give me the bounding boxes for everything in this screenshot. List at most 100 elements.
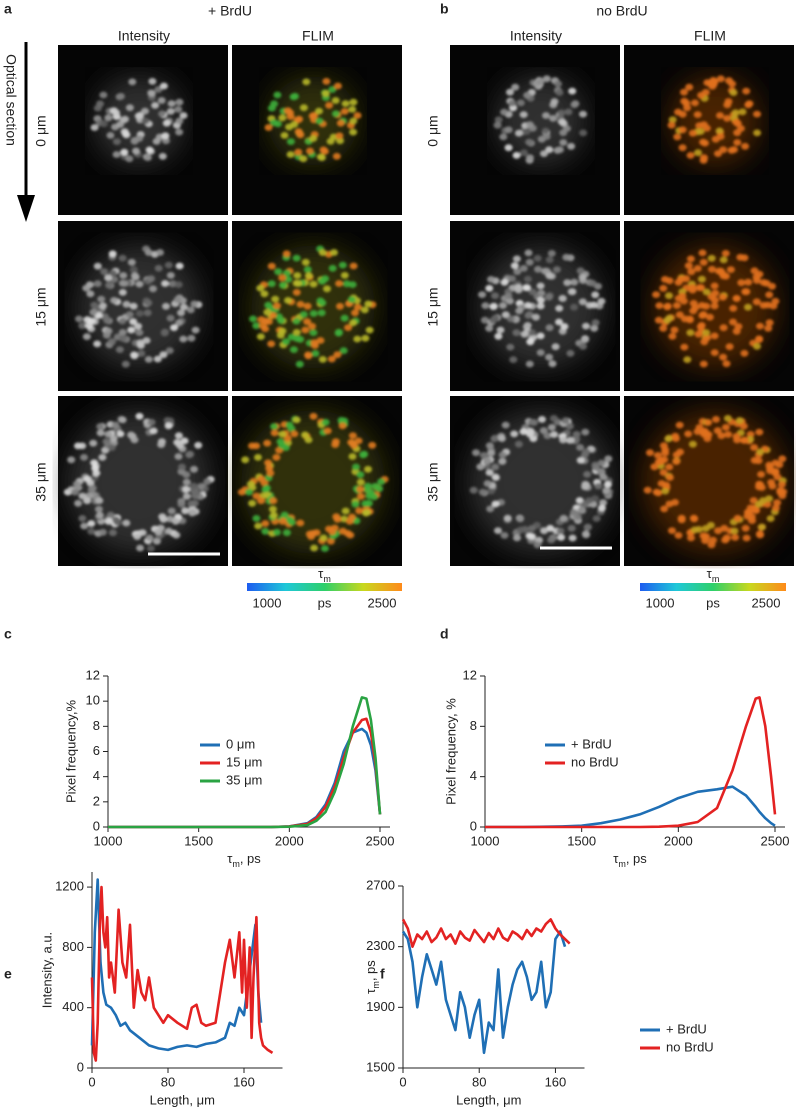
cell: [673, 133, 682, 141]
cell: [104, 518, 113, 525]
cell: [740, 436, 749, 444]
cell: [753, 342, 761, 350]
cell: [175, 319, 183, 327]
cell: [72, 480, 81, 488]
cell: [720, 524, 729, 532]
cell: [688, 286, 697, 294]
cell: [83, 497, 92, 505]
cell: [161, 132, 170, 140]
cell: [296, 131, 305, 139]
cell: [749, 497, 758, 504]
cell: [715, 127, 724, 135]
cell: [509, 356, 518, 363]
cell: [278, 274, 287, 282]
colorbar-min: 1000: [646, 595, 675, 610]
cell: [182, 493, 191, 500]
cell: [700, 338, 709, 346]
cell: [710, 78, 719, 85]
cell: [476, 463, 485, 471]
cell: [326, 537, 335, 545]
legend-label: + BrdU: [666, 1021, 707, 1036]
cell: [316, 337, 325, 344]
micrograph: [232, 221, 402, 391]
cell: [252, 442, 261, 450]
y-tick-label: 12: [86, 667, 100, 682]
cell: [318, 249, 327, 256]
cell: [89, 308, 98, 316]
cell: [730, 527, 739, 535]
cell: [729, 89, 738, 96]
cell: [519, 111, 528, 118]
cell: [294, 148, 303, 156]
cell: [286, 151, 295, 158]
cell: [273, 91, 282, 99]
x-tick-label: 160: [233, 1074, 255, 1089]
cell: [259, 322, 267, 330]
cell: [174, 432, 183, 439]
cell: [120, 148, 129, 156]
cell: [330, 249, 338, 256]
cell: [360, 306, 369, 314]
cell: [550, 98, 559, 105]
cell: [115, 346, 124, 353]
cell: [710, 349, 719, 356]
cell: [752, 273, 761, 281]
cell: [576, 444, 585, 451]
cell: [339, 347, 348, 354]
cell: [160, 329, 169, 337]
cell: [582, 448, 591, 456]
cell: [523, 302, 532, 309]
cell: [141, 117, 150, 125]
cell: [83, 316, 92, 324]
cell: [661, 449, 670, 457]
cell: [731, 109, 740, 117]
cell: [112, 151, 121, 158]
cell: [102, 331, 111, 339]
cell: [733, 139, 742, 146]
cell: [267, 340, 276, 348]
cell: [670, 326, 679, 334]
cell: [723, 115, 732, 122]
cell: [514, 440, 523, 448]
cell: [696, 128, 705, 135]
cell: [149, 285, 157, 293]
cell: [135, 310, 144, 317]
label-part: τ: [613, 851, 619, 866]
cell: [597, 504, 606, 512]
cell: [315, 107, 323, 115]
cell: [739, 422, 748, 430]
cell: [581, 428, 590, 436]
cell: [93, 262, 102, 270]
cell: [740, 349, 749, 357]
label-part: m: [618, 859, 626, 869]
cell: [280, 511, 289, 519]
cell: [108, 250, 117, 258]
cell: [356, 485, 365, 493]
cell: [156, 249, 164, 256]
cell: [678, 126, 687, 134]
cell: [506, 343, 515, 351]
panel-label: a: [4, 1, 12, 17]
x-tick-label: 1000: [471, 833, 500, 848]
cell: [568, 534, 577, 542]
cell: [112, 109, 121, 117]
cell: [771, 504, 780, 512]
cell: [104, 114, 113, 122]
cells: [478, 249, 606, 368]
cell: [528, 533, 537, 540]
cell: [147, 275, 156, 283]
cell: [147, 418, 156, 426]
axis-line: [484, 676, 785, 828]
cell: [111, 516, 120, 524]
cell: [323, 427, 332, 435]
cell: [348, 281, 357, 288]
cell: [322, 78, 331, 85]
cell: [773, 473, 782, 481]
cell: [697, 91, 706, 99]
cell: [483, 457, 492, 465]
cell: [361, 500, 370, 507]
cell: [333, 351, 342, 359]
cell: [755, 530, 764, 538]
cell: [699, 258, 708, 266]
cell: [758, 523, 766, 531]
